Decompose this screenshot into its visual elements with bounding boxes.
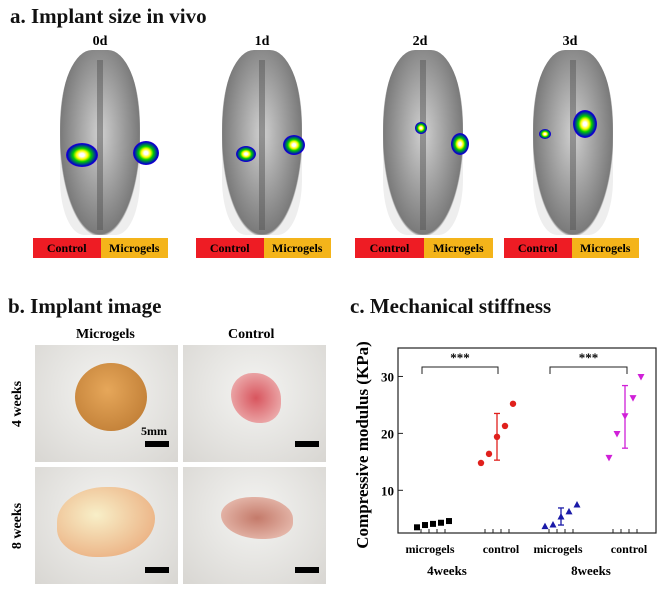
control-label: Control bbox=[355, 238, 424, 258]
mouse-image-2d bbox=[353, 50, 493, 235]
significance-bracket bbox=[549, 366, 628, 374]
day-label-0d: 0d bbox=[92, 34, 108, 49]
data-point bbox=[637, 374, 645, 381]
signal-hotspot bbox=[539, 129, 551, 139]
x-category-label: microgels bbox=[533, 542, 582, 556]
scale-bar bbox=[145, 441, 169, 447]
panel-a-title: a. Implant size in vivo bbox=[10, 4, 207, 28]
panel-c-title: c. Mechanical stiffness bbox=[350, 294, 552, 318]
x-category-label: control bbox=[483, 542, 520, 556]
signal-hotspot bbox=[451, 133, 469, 155]
data-point bbox=[509, 400, 517, 407]
day-label-3d: 3d bbox=[562, 34, 578, 49]
data-point bbox=[565, 507, 573, 515]
day-label-1d: 1d bbox=[254, 34, 270, 49]
data-point bbox=[430, 520, 436, 527]
mouse-image-3d bbox=[503, 50, 643, 235]
signal-hotspot bbox=[573, 110, 597, 138]
plot-frame bbox=[397, 347, 657, 534]
group-bar-1d: Control Microgels bbox=[196, 238, 331, 258]
control-label: Control bbox=[504, 238, 572, 258]
scale-label: 5mm bbox=[141, 424, 167, 438]
microgels-label: Microgels bbox=[263, 238, 331, 258]
signal-hotspot bbox=[283, 135, 305, 155]
x-category-label: microgels bbox=[405, 542, 454, 556]
day-label-2d: 2d bbox=[412, 34, 428, 49]
data-point bbox=[485, 450, 493, 458]
signal-hotspot bbox=[66, 143, 98, 167]
significance-stars: *** bbox=[450, 350, 470, 365]
week-label-4weeks: 4weeks bbox=[427, 563, 467, 578]
panel-b-title: b. Implant image bbox=[8, 294, 162, 318]
column-label-control: Control bbox=[228, 327, 275, 342]
control-label: Control bbox=[33, 238, 101, 258]
data-point bbox=[573, 501, 581, 508]
scale-bar bbox=[295, 567, 319, 573]
microgels-label: Microgels bbox=[424, 238, 493, 258]
data-point bbox=[414, 524, 420, 531]
data-point bbox=[501, 422, 509, 430]
signal-hotspot bbox=[236, 146, 256, 162]
signal-hotspot bbox=[415, 122, 427, 134]
y-tick-label: 30 bbox=[381, 369, 394, 384]
data-point bbox=[613, 430, 621, 438]
data-point bbox=[446, 518, 452, 525]
x-category-label: control bbox=[611, 542, 648, 556]
group-bar-2d: Control Microgels bbox=[355, 238, 493, 258]
data-point bbox=[541, 522, 549, 530]
data-point bbox=[629, 395, 637, 402]
data-point bbox=[477, 459, 485, 467]
significance-bracket bbox=[421, 366, 499, 374]
photo-control-4-weeks bbox=[183, 345, 326, 462]
photo-microgels-4-weeks: 5mm bbox=[35, 345, 178, 462]
photo-control-8-weeks bbox=[183, 467, 326, 584]
mouse-image-0d bbox=[30, 50, 170, 235]
mouse-image-1d bbox=[192, 50, 332, 235]
significance-stars: *** bbox=[579, 350, 599, 365]
photo-microgels-8-weeks bbox=[35, 467, 178, 584]
microgels-label: Microgels bbox=[100, 238, 168, 258]
scale-bar bbox=[145, 567, 169, 573]
group-bar-3d: Control Microgels bbox=[504, 238, 639, 258]
data-point bbox=[422, 522, 428, 529]
group-bar-0d: Control Microgels bbox=[33, 238, 168, 258]
scale-bar bbox=[295, 441, 319, 447]
week-label-8weeks: 8weeks bbox=[571, 563, 611, 578]
data-point bbox=[549, 520, 557, 528]
y-tick-label: 10 bbox=[381, 483, 394, 498]
column-label-microgels: Microgels bbox=[76, 327, 135, 342]
control-label: Control bbox=[196, 238, 264, 258]
data-point bbox=[605, 454, 613, 462]
signal-hotspot bbox=[133, 141, 159, 165]
data-point bbox=[438, 519, 444, 526]
y-axis-label: Compressive modulus (KPa) bbox=[353, 341, 372, 548]
y-tick-label: 20 bbox=[381, 426, 394, 441]
microgels-label: Microgels bbox=[571, 238, 639, 258]
